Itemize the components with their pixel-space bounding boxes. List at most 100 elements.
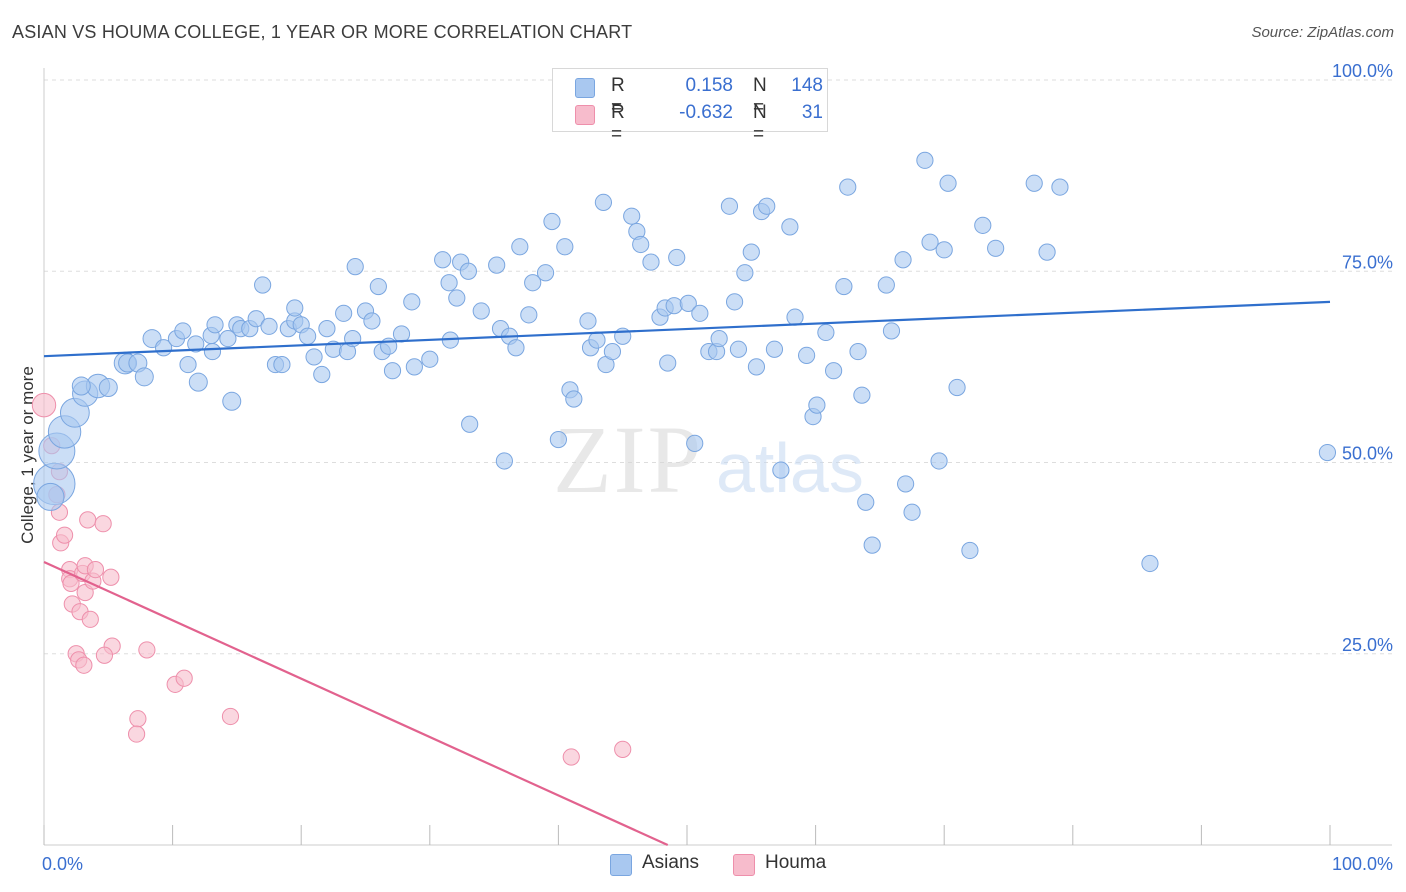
correlation-legend: R = 0.158 N = 148 R = -0.632 N = 31 <box>552 68 828 145</box>
asians-point <box>286 299 304 317</box>
x-tick-label: 100.0% <box>1332 854 1393 874</box>
asians-point <box>686 434 704 452</box>
watermark: ZIP atlas <box>553 406 864 513</box>
asians-point <box>710 329 728 348</box>
houma-point <box>562 748 580 766</box>
tick-labels: 25.0% 50.0% 75.0% 100.0% 0.0% 100.0% <box>42 61 1393 874</box>
grid-lines <box>44 79 1392 655</box>
houma-trend-line <box>43 560 669 847</box>
asians-point <box>725 293 744 311</box>
asians-point <box>565 390 583 408</box>
asians-point <box>987 239 1005 257</box>
houma-point <box>81 610 99 628</box>
asians-point <box>729 340 748 358</box>
r-value: -0.632 <box>679 102 733 123</box>
asians-point <box>679 294 697 312</box>
n-value: 148 <box>791 75 823 96</box>
asians-point <box>520 306 538 324</box>
asians-point <box>222 391 242 411</box>
asians-point <box>369 277 387 296</box>
asians-point <box>511 238 529 256</box>
asians-point <box>318 320 336 338</box>
asians-point <box>440 274 458 292</box>
asians-point <box>495 452 513 470</box>
houma-point <box>175 669 193 687</box>
asians-point <box>421 350 439 368</box>
asians-point <box>857 493 875 511</box>
houma-point <box>221 707 240 726</box>
asians-point <box>549 430 568 449</box>
houma-point <box>127 725 146 743</box>
asians-point <box>188 372 208 392</box>
asians-point <box>1141 554 1159 573</box>
asians-point <box>187 335 205 353</box>
r-label: R = <box>611 102 625 145</box>
asians-point <box>742 243 760 261</box>
asians-point <box>974 216 992 234</box>
asians-point <box>659 354 677 372</box>
asians-point <box>472 302 490 320</box>
x-tick-label: 0.0% <box>42 854 83 874</box>
asians-point <box>691 304 709 322</box>
asians-point <box>632 235 650 254</box>
asians-point <box>835 277 853 296</box>
asians-point <box>642 253 660 271</box>
n-value: 31 <box>801 102 823 123</box>
asians-point <box>459 262 477 280</box>
asians-point <box>206 316 224 334</box>
asians-point <box>507 339 525 357</box>
houma-point <box>138 641 156 659</box>
asians-points <box>33 151 1337 573</box>
asians-point <box>461 415 479 433</box>
asians-point <box>403 293 421 311</box>
asians-point <box>930 452 948 470</box>
asians-point <box>863 536 881 554</box>
r-label: R = <box>611 75 625 118</box>
asians-point <box>448 289 466 307</box>
asians-point <box>260 317 278 335</box>
asians-point <box>346 258 364 276</box>
asians-point <box>392 325 411 343</box>
asians-point <box>808 396 826 414</box>
houma-point <box>55 526 74 544</box>
n-label: N = <box>753 102 767 145</box>
asians-point <box>882 322 901 340</box>
asians-point <box>299 327 317 345</box>
asians-point <box>247 310 265 328</box>
asians-legend-label: Asians <box>642 852 700 873</box>
asians-point <box>939 174 957 192</box>
y-tick-label: 25.0% <box>1342 635 1393 655</box>
asians-point <box>273 355 291 374</box>
houma-point <box>614 740 632 758</box>
asians-point <box>758 197 776 215</box>
asians-point <box>174 322 192 340</box>
asians-point <box>383 362 402 380</box>
asians-point <box>772 461 790 479</box>
asians-point <box>747 358 766 376</box>
asians-point <box>434 251 452 269</box>
houma-point <box>31 392 57 418</box>
asians-point <box>665 297 683 315</box>
watermark-zip: ZIP <box>553 406 703 513</box>
asians-point <box>579 312 597 330</box>
asians-point <box>720 197 739 215</box>
asians-point <box>897 475 915 493</box>
houma-point <box>95 646 114 664</box>
asians-point <box>825 362 843 380</box>
asians-point <box>405 358 423 376</box>
asians-point <box>736 264 754 282</box>
asians-point <box>313 365 331 384</box>
asians-point <box>219 329 237 348</box>
asians-point <box>1025 174 1043 192</box>
asians-point <box>1051 178 1069 196</box>
asians-point <box>1318 443 1337 462</box>
r-value: 0.158 <box>685 75 733 96</box>
houma-point <box>102 568 120 586</box>
asians-point <box>71 376 91 396</box>
houma-points <box>31 392 632 766</box>
asians-point <box>786 308 804 326</box>
chart-title: ASIAN VS HOUMA COLLEGE, 1 YEAR OR MORE C… <box>12 22 633 42</box>
asians-point <box>134 367 154 387</box>
asians-point <box>894 251 912 269</box>
asians-point <box>817 323 835 342</box>
